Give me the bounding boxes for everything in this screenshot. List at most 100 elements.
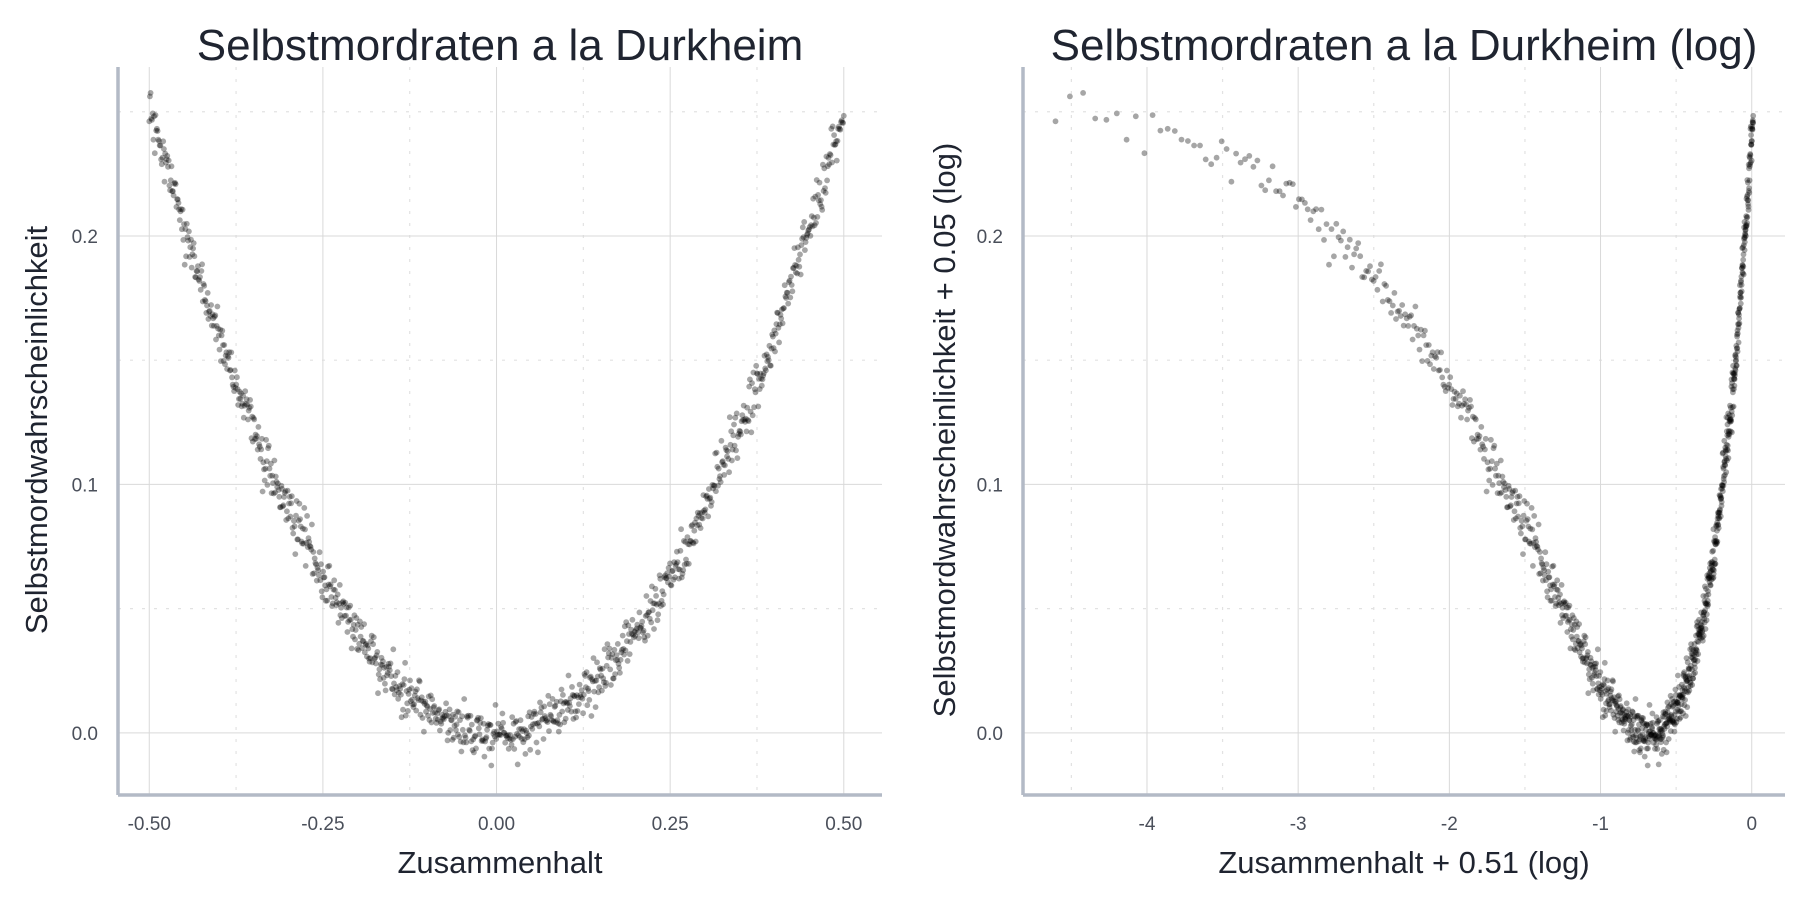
data-point [1702,600,1709,607]
data-point [805,227,812,234]
data-point [348,616,354,623]
data-point [1630,734,1637,740]
data-point [651,600,658,607]
data-point [1657,736,1664,742]
data-point [471,749,477,756]
data-point [734,455,741,461]
data-point [1680,691,1687,698]
data-point [301,505,308,511]
data-point [1549,563,1556,570]
data-point [735,431,742,437]
data-point [361,621,367,627]
data-point [665,565,672,571]
data-point [1667,717,1673,723]
data-point [1666,715,1673,721]
data-point [245,407,252,414]
data-point [580,710,586,717]
data-point [1645,745,1651,752]
data-point [626,651,633,657]
data-point [1527,525,1534,532]
data-point [232,385,239,391]
data-point [776,321,783,328]
data-point [1670,698,1677,705]
data-point [1490,445,1497,452]
data-point [1497,457,1504,464]
data-point [462,734,469,741]
data-point [243,396,250,403]
data-point [1653,736,1659,743]
data-point [298,538,305,545]
data-point [537,699,543,706]
data-point [1532,535,1539,542]
data-point [402,712,409,719]
data-point [1564,629,1571,635]
data-point [421,728,427,735]
data-point [1573,633,1580,640]
data-point [504,735,511,741]
data-point [1331,253,1337,260]
data-point [165,157,172,164]
data-point [311,555,318,562]
data-point [1708,567,1714,574]
data-point [349,626,356,633]
data-point [1413,325,1420,332]
data-point [220,358,227,364]
data-point [341,601,347,607]
data-point [1696,628,1703,635]
data-point [1738,277,1744,284]
data-point [1692,664,1698,671]
data-point [769,331,776,338]
data-point [306,539,313,545]
data-point [820,161,826,168]
data-point [1620,706,1627,713]
data-point [1596,672,1602,679]
data-point [1718,499,1725,505]
data-point [1746,177,1753,184]
data-point [1670,719,1677,725]
data-point [1700,593,1707,599]
data-point [500,719,506,726]
data-point [1722,444,1729,451]
data-point [223,349,230,356]
data-point [1562,599,1569,606]
data-point [1359,274,1366,280]
data-point [784,289,791,296]
data-point [1609,697,1616,703]
data-point [295,517,302,524]
data-point [596,665,603,672]
data-point [1438,349,1444,356]
data-point [669,568,675,575]
data-point [391,691,398,698]
data-point [1636,747,1643,753]
data-point [1747,151,1754,157]
data-point [818,197,824,204]
data-point [615,660,622,667]
data-point [234,374,240,381]
data-point [199,298,206,305]
data-point [1658,739,1664,746]
data-point [720,461,727,468]
data-point [375,690,381,697]
data-point [1652,745,1658,752]
data-point [1399,302,1406,308]
data-point [1699,637,1706,644]
data-point [1535,546,1541,553]
data-point [364,642,371,649]
data-point [809,223,816,230]
data-point [1730,375,1737,382]
data-point [1690,646,1697,653]
data-point [1685,666,1692,673]
data-point [387,660,394,667]
data-point [1724,457,1730,464]
data-point [1717,506,1723,513]
data-point [193,268,200,274]
data-point [158,156,165,163]
data-point [1697,629,1704,636]
data-point [1639,725,1646,732]
data-point [283,517,290,523]
data-point [738,431,744,438]
data-point [807,232,814,239]
data-point [1632,739,1638,746]
data-point [1603,700,1609,707]
